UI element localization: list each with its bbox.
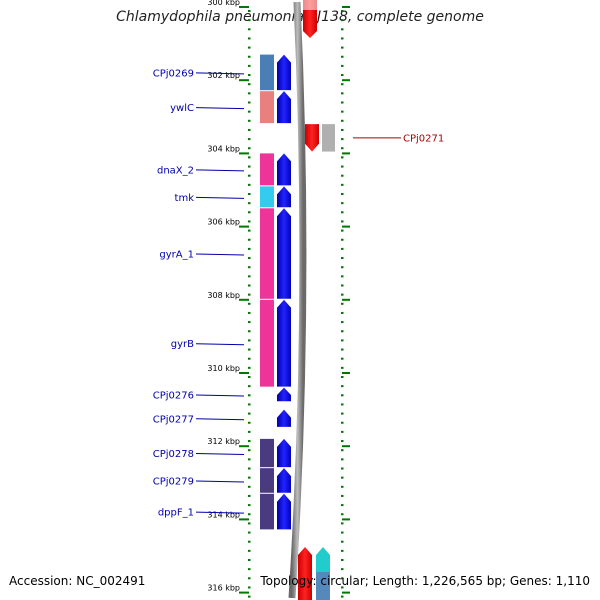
gene-arrow-forward (277, 208, 291, 299)
gene-label[interactable]: CPj0271 (403, 133, 444, 144)
accession-text: Accession: NC_002491 (9, 574, 146, 588)
label-leader-line (195, 196, 245, 199)
backbone-arc (288, 1, 307, 599)
major-tick-right (342, 225, 350, 228)
major-tick-right (342, 372, 350, 374)
major-tick-left (239, 372, 249, 374)
major-tick-left (239, 79, 249, 82)
label-leader-line (195, 453, 245, 456)
gene-label[interactable]: ywlC (170, 103, 194, 114)
label-leader-line (195, 480, 245, 483)
gene-label[interactable]: CPj0276 (153, 390, 194, 401)
tick-label: 306 kbp (207, 218, 240, 227)
gene-label[interactable]: dppF_1 (158, 508, 194, 519)
gene-label[interactable]: CPj0277 (153, 414, 194, 425)
gene-arrow-forward (277, 299, 291, 387)
gene-label[interactable]: CPj0269 (153, 68, 194, 79)
gene-label[interactable]: gyrA_1 (159, 250, 194, 261)
gene-arrow-forward (277, 468, 291, 493)
gene-label[interactable]: dnaX_2 (157, 165, 194, 176)
gene-arrow-forward (277, 153, 291, 186)
major-tick-right (342, 445, 350, 448)
tick-label: 312 kbp (207, 437, 240, 446)
tick-label: 314 kbp (207, 510, 240, 519)
major-tick-right (342, 6, 350, 8)
tick-label: 304 kbp (207, 144, 240, 153)
tick-label: 308 kbp (207, 291, 240, 300)
major-tick-right (342, 591, 350, 594)
gene-arrow-reverse (305, 124, 319, 152)
edge-fade (303, 0, 317, 10)
label-leader-line (195, 343, 245, 346)
label-leader-line (195, 169, 245, 172)
gene-arrow-forward (277, 91, 291, 124)
cog-category-bar (260, 54, 274, 91)
gene-arrow-forward (277, 54, 291, 91)
tick-label: 302 kbp (207, 71, 240, 80)
tick-label: 310 kbp (207, 364, 240, 373)
gene-arrow-forward (277, 438, 291, 468)
major-tick-left (239, 518, 249, 521)
ruler-ticks: 300 kbp 302 kbp 304 kbp 306 kbp 308 kbp 310 k… (207, 0, 350, 598)
backbone (288, 1, 307, 599)
cog-category-bar (260, 208, 274, 299)
gene-label[interactable]: tmk (175, 193, 195, 204)
gene-arrow-reverse-partial (298, 547, 312, 600)
genome-stats-text: Topology: circular; Length: 1,226,565 bp… (260, 574, 590, 588)
tick-label: 316 kbp (207, 584, 240, 593)
gene-arrow-forward (277, 409, 291, 427)
label-leader-line (195, 511, 245, 514)
label-leader-line (195, 394, 245, 397)
cog-category-bar (322, 124, 335, 152)
gene-arrow-forward (277, 493, 291, 530)
major-tick-right (342, 518, 350, 521)
cog-category-bar (260, 493, 274, 530)
cog-category-bar (260, 153, 274, 186)
gene-label[interactable]: gyrB (171, 339, 194, 350)
major-tick-right (342, 298, 350, 301)
major-tick-right (342, 152, 350, 155)
gene-arrow-forward (277, 387, 291, 402)
gene-arrow-forward (277, 186, 291, 208)
major-tick-left (239, 445, 249, 448)
tick-label: 300 kbp (207, 0, 240, 7)
major-tick-left (239, 6, 249, 8)
label-leader-line (195, 72, 245, 75)
gene-label[interactable]: CPj0279 (153, 476, 194, 487)
label-leader-line (195, 418, 245, 421)
cog-category-bar (260, 468, 274, 493)
cog-category-bar (260, 299, 274, 387)
label-leader-line (195, 107, 245, 110)
cog-category-bar (260, 91, 274, 124)
major-tick-right (342, 79, 350, 82)
cog-category-bar (260, 438, 274, 468)
major-tick-left (239, 591, 249, 594)
gene-label[interactable]: CPj0278 (153, 449, 194, 460)
major-tick-left (239, 152, 249, 155)
cog-category-bar (260, 186, 274, 208)
gene-track (260, 54, 335, 530)
edge-features (298, 0, 330, 600)
label-leader-line (195, 253, 245, 256)
cog-category-bar-partial (316, 572, 330, 600)
major-tick-left (239, 225, 249, 228)
major-tick-left (239, 298, 249, 301)
